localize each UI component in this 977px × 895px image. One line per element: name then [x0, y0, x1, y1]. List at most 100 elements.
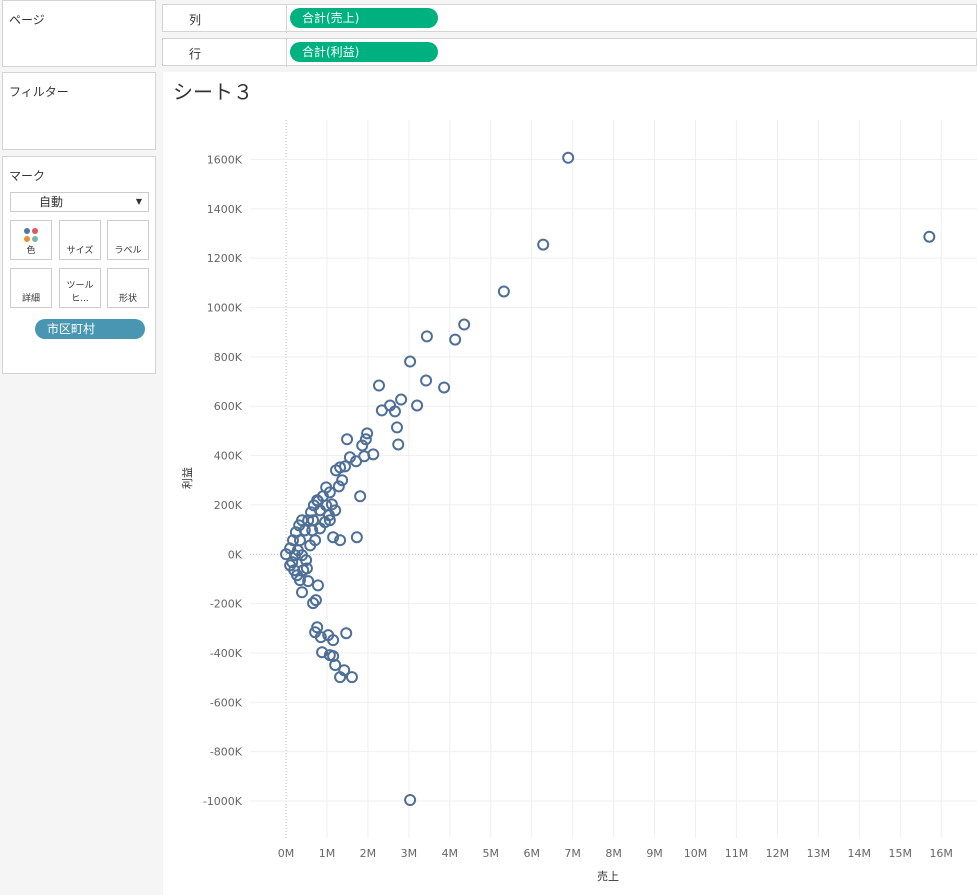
point — [302, 575, 315, 588]
label-button[interactable]: ラベル — [107, 220, 149, 260]
y-tick-label: 400K — [214, 450, 243, 463]
button-label: 形状 — [118, 294, 137, 304]
y-tick-label: 200K — [214, 499, 243, 512]
color-button[interactable]: 色 — [10, 220, 52, 260]
filters-card: フィルター — [2, 72, 156, 150]
y-tick-label: -600K — [210, 696, 243, 709]
y-tick-label: 0K — [228, 548, 243, 561]
point — [314, 631, 327, 644]
point — [497, 285, 510, 298]
point — [309, 534, 322, 547]
x-tick-label: 3M — [401, 847, 418, 860]
point — [327, 634, 340, 647]
point — [354, 490, 367, 503]
x-tick-label: 5M — [483, 847, 500, 860]
mark-type: 自動 — [39, 195, 64, 209]
point — [404, 794, 417, 807]
point — [449, 333, 462, 346]
y-tick-label: 800K — [214, 351, 243, 364]
point — [372, 379, 385, 392]
y-axis-title: 利益 — [180, 467, 194, 489]
button-label: 詳細 — [21, 294, 40, 304]
mark-type-dropdown[interactable]: 自動 ▼ — [10, 192, 149, 212]
button-label: ラベル — [114, 246, 142, 256]
y-tick-label: 1000K — [207, 302, 243, 315]
pages-card: ページ — [2, 0, 156, 67]
point — [458, 318, 471, 331]
x-tick-label: 12M — [766, 847, 790, 860]
point — [340, 627, 353, 640]
y-tick-label: 600K — [214, 400, 243, 413]
button-label: サイズ — [66, 246, 94, 256]
x-tick-label: 1M — [319, 847, 336, 860]
detail-pill[interactable]: 市区町村 — [35, 319, 145, 339]
point — [391, 421, 404, 434]
filters-label: フィルター — [9, 85, 69, 99]
point — [311, 579, 324, 592]
columns-pill[interactable]: 合計(売上) — [290, 8, 438, 28]
point — [329, 464, 342, 477]
y-tick-label: -800K — [210, 746, 243, 759]
rows-shelf: 行 合計(利益) — [162, 38, 977, 67]
point — [392, 438, 405, 451]
x-tick-label: 9M — [646, 847, 663, 860]
x-tick-label: 15M — [889, 847, 913, 860]
point — [411, 399, 424, 412]
chart: シート３ 売上 利益 0M 1M 2M 3M 4M 5M 6M 7M 8M 9M 10M 11M 12M… — [163, 72, 977, 895]
point — [404, 355, 417, 368]
x-tick-label: 8M — [605, 847, 622, 860]
point — [375, 404, 388, 417]
point — [345, 671, 358, 684]
point — [395, 393, 408, 406]
point — [329, 504, 342, 517]
point — [325, 498, 338, 511]
x-tick-label: 10M — [684, 847, 708, 860]
point — [350, 455, 363, 468]
y-tick-label: 1600K — [207, 153, 243, 166]
rows-label: 行 — [189, 47, 202, 61]
columns-shelf: 列 合計(売上) — [162, 4, 977, 33]
point — [296, 586, 309, 599]
point — [334, 534, 347, 547]
point — [359, 433, 372, 446]
x-tick-label: 6M — [523, 847, 540, 860]
chart-title: シート３ — [173, 80, 253, 104]
point — [420, 374, 433, 387]
point — [537, 238, 550, 251]
columns-label: 列 — [189, 13, 202, 27]
tooltip-button[interactable]: ツールヒ... — [59, 268, 101, 308]
x-tick-label: 4M — [442, 847, 459, 860]
marks-card: マーク 自動 ▼ 色 サイズ ラベル 詳細 ツールヒ... 形状 市区町村 — [2, 156, 156, 374]
shape-button[interactable]: 形状 — [107, 268, 149, 308]
x-tick-label: 7M — [564, 847, 581, 860]
marks-title: マーク — [9, 169, 46, 183]
point — [323, 514, 336, 527]
x-tick-label: 0M — [278, 847, 295, 860]
x-tick-label: 16M — [929, 847, 953, 860]
point — [307, 514, 320, 527]
point — [562, 151, 575, 164]
x-tick-label: 13M — [807, 847, 831, 860]
x-tick-label: 2M — [360, 847, 377, 860]
rows-pill[interactable]: 合計(利益) — [290, 42, 438, 62]
y-tick-label: -1000K — [203, 795, 243, 808]
point — [332, 480, 345, 493]
point — [296, 549, 309, 562]
size-button[interactable]: サイズ — [59, 220, 101, 260]
point — [336, 474, 349, 487]
detail-button[interactable]: 詳細 — [10, 268, 52, 308]
y-tick-label: -400K — [210, 647, 243, 660]
point — [388, 405, 401, 418]
x-tick-label: 14M — [848, 847, 872, 860]
point — [361, 427, 374, 440]
point — [300, 562, 313, 575]
point — [327, 531, 340, 544]
point — [438, 381, 451, 394]
point — [350, 531, 363, 544]
point — [302, 514, 315, 527]
point — [286, 534, 299, 547]
point — [329, 659, 342, 672]
point — [356, 439, 369, 452]
point — [334, 671, 347, 684]
